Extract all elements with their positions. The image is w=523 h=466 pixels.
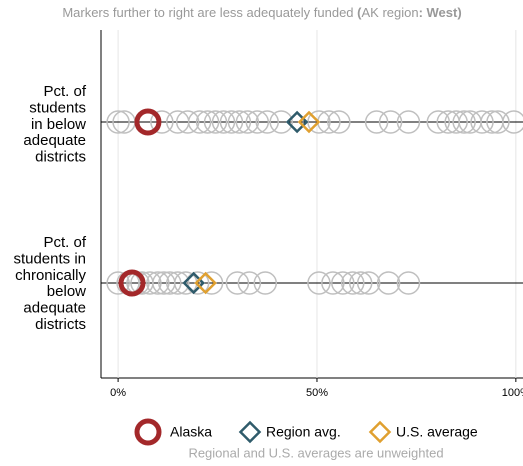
title-part: AK region [361, 5, 418, 20]
category-label: in below [31, 116, 86, 133]
category-label: students [29, 99, 86, 116]
district-marker [396, 271, 421, 295]
category-label: districts [35, 149, 86, 166]
district-marker [444, 110, 468, 134]
legend-marker [368, 420, 392, 444]
legend-marker [134, 418, 162, 446]
category-label: chronically [15, 267, 86, 284]
district-marker [245, 110, 270, 134]
district-marker [195, 110, 220, 134]
district-marker [269, 110, 293, 134]
legend-label: Alaska [170, 424, 212, 440]
district-marker [146, 271, 170, 295]
district-marker [253, 271, 278, 295]
district-marker [106, 271, 130, 295]
district-marker [376, 271, 401, 295]
category-label: adequate [23, 132, 86, 149]
district-marker [255, 110, 280, 134]
district-marker [348, 271, 373, 295]
district-marker [138, 271, 162, 295]
legend-marker [238, 420, 262, 444]
district-marker [187, 110, 212, 134]
district-marker [150, 110, 174, 134]
district-marker [452, 110, 476, 134]
district-marker [321, 271, 345, 295]
category-label: adequate [23, 300, 86, 317]
district-marker [199, 271, 224, 295]
district-marker [327, 110, 351, 134]
district-marker [235, 110, 260, 134]
marker-circle [134, 108, 162, 136]
district-marker [158, 271, 182, 295]
title-part: : West) [419, 5, 462, 20]
district-marker [166, 271, 190, 295]
x-tick-label: 0% [110, 387, 126, 399]
district-marker [211, 110, 236, 134]
marker-diamond [297, 110, 321, 134]
chart-title: Markers further to right are less adequa… [62, 5, 461, 20]
category-label: below [47, 283, 86, 300]
district-marker [470, 110, 494, 134]
title-part: ( [357, 5, 362, 20]
district-marker [426, 110, 451, 134]
district-marker [364, 110, 389, 134]
district-marker [106, 110, 130, 134]
district-marker [175, 110, 200, 134]
district-marker [396, 110, 421, 134]
legend-label: U.S. average [396, 424, 478, 440]
district-marker [502, 110, 523, 134]
category-label: Pct. of [43, 234, 86, 251]
district-marker [341, 271, 365, 295]
district-marker [378, 110, 403, 134]
district-marker [486, 110, 510, 134]
category-label: districts [35, 316, 86, 333]
legend-label: Region avg. [266, 424, 341, 440]
district-marker [227, 110, 252, 134]
district-marker [185, 271, 210, 295]
district-marker [219, 110, 244, 134]
district-marker [307, 271, 331, 295]
footnote: Regional and U.S. averages are unweighte… [188, 445, 443, 460]
district-marker [237, 271, 262, 295]
district-marker [225, 271, 250, 295]
marker-circle [118, 269, 146, 297]
district-marker [356, 271, 381, 295]
x-tick-label: 100% [502, 387, 523, 399]
marker-diamond [194, 271, 217, 295]
district-marker [203, 110, 228, 134]
category-label: Pct. of [43, 83, 86, 100]
x-tick-label: 50% [306, 387, 328, 399]
category-label: students in [13, 250, 86, 267]
district-marker [331, 271, 355, 295]
title-part: Markers further to right are less adequa… [62, 5, 357, 20]
